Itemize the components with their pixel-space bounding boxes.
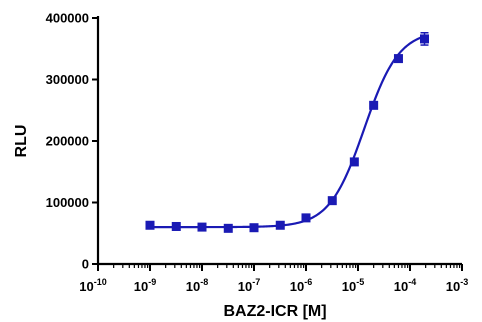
x-tick-label: 10-4	[394, 277, 416, 294]
data-point	[171, 221, 181, 231]
x-axis-label: BAZ2-ICR [M]	[223, 303, 326, 320]
x-tick-label: 10-10	[79, 277, 106, 294]
data-point	[327, 196, 337, 206]
y-axis-label: RLU	[13, 125, 30, 158]
x-tick-label: 10-5	[342, 277, 364, 294]
data-point	[419, 34, 429, 44]
y-tick-label: 200000	[46, 134, 89, 149]
data-point	[301, 213, 311, 223]
y-tick-label: 100000	[46, 195, 89, 210]
fit-curve-group	[150, 35, 425, 229]
y-tick-label: 300000	[46, 72, 89, 87]
x-axis-ticks: 10-10 10-9 10-8 10-7 10-6 10-5 10-4 10-3	[79, 264, 468, 294]
data-point	[249, 223, 259, 233]
fit-curve	[150, 35, 425, 229]
data-point	[197, 222, 207, 232]
x-tick-label: 10-7	[238, 277, 260, 294]
data-point	[145, 220, 155, 230]
data-point	[275, 220, 285, 230]
data-point	[349, 157, 359, 167]
y-tick-label: 0	[82, 257, 89, 272]
x-tick-label: 10-6	[290, 277, 312, 294]
x-tick-label: 10-8	[186, 277, 208, 294]
x-tick-label: 10-3	[446, 277, 468, 294]
data-point	[393, 54, 403, 64]
data-point	[369, 100, 379, 110]
data-point	[223, 223, 233, 233]
data-points	[145, 32, 429, 233]
x-tick-label: 10-9	[134, 277, 156, 294]
y-axis-ticks: 0 100000 200000 300000 400000	[46, 11, 98, 272]
y-tick-label: 400000	[46, 11, 89, 26]
